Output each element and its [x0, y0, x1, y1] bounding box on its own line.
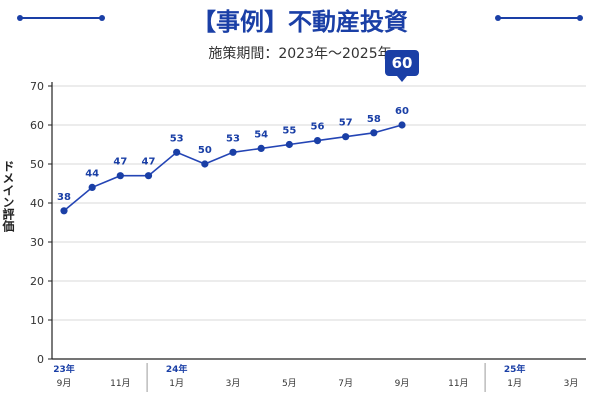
data-label: 60 — [395, 106, 409, 117]
y-tick-label: 70 — [30, 80, 44, 93]
data-point — [144, 172, 153, 180]
data-label: 44 — [85, 168, 99, 179]
x-tick-label: 7月 — [338, 378, 353, 389]
chart-subtitle: 施策期間：2023年〜2025年 — [208, 45, 391, 62]
callout-bubble — [385, 50, 419, 76]
y-tick-label: 20 — [30, 275, 44, 288]
data-point — [342, 133, 350, 141]
data-label: 50 — [198, 145, 212, 156]
x-year-label: 24年 — [166, 363, 188, 375]
data-label: 53 — [170, 133, 184, 144]
callout-pointer — [397, 76, 407, 82]
data-point — [173, 148, 181, 156]
header-decoration-right — [495, 15, 583, 21]
chart-title: 【事例】不動産投資 — [192, 8, 408, 36]
x-tick-label: 3月 — [226, 378, 241, 389]
y-tick-label: 10 — [30, 314, 44, 327]
data-label: 53 — [226, 133, 240, 144]
header-decoration-left — [17, 15, 105, 21]
y-tick-label: 30 — [30, 236, 44, 249]
data-point — [285, 140, 293, 149]
x-tick-label: 9月 — [57, 378, 72, 389]
data-point — [313, 137, 322, 145]
y-tick-label: 0 — [37, 353, 44, 366]
x-tick-label: 5月 — [282, 378, 297, 389]
y-tick-label: 50 — [30, 158, 44, 171]
data-label: 57 — [339, 118, 353, 129]
data-label: 55 — [282, 126, 296, 137]
callout-label: 60 — [392, 54, 413, 72]
data-label: 47 — [113, 157, 127, 168]
y-tick-label: 40 — [30, 197, 44, 210]
data-label: 47 — [142, 157, 156, 168]
x-year-label: 25年 — [504, 363, 526, 375]
x-year-label: 23年 — [53, 363, 75, 375]
x-tick-label: 1月 — [507, 378, 522, 389]
data-label: 54 — [254, 129, 268, 140]
data-point — [116, 172, 124, 180]
data-point — [257, 144, 265, 152]
x-tick-label: 1月 — [169, 378, 184, 389]
data-point — [370, 129, 378, 137]
y-tick-label: 60 — [30, 119, 44, 132]
series-layer — [60, 121, 406, 215]
data-point — [201, 160, 209, 168]
data-label: 56 — [311, 122, 325, 133]
x-tick-label: 3月 — [564, 378, 579, 389]
x-tick-label: 11月 — [110, 378, 130, 389]
data-label: 58 — [367, 114, 381, 125]
x-tick-label: 11月 — [448, 378, 468, 389]
data-point — [88, 183, 96, 191]
data-point — [229, 148, 237, 156]
data-point — [60, 207, 68, 215]
axis-layer: 0 10 20 30 40 50 60 70 9月 11月 1月 3月 5月 7月 9月 11月 1月 3月 23年… — [30, 80, 586, 392]
x-tick-label: 9月 — [395, 378, 410, 389]
data-label: 38 — [57, 192, 71, 203]
y-axis-label: ドメイン評価 — [1, 160, 15, 233]
data-point — [398, 121, 406, 129]
label-layer: 38 44 47 47 53 50 53 54 55 56 57 58 60 60 — [57, 50, 419, 203]
grid-layer — [52, 85, 586, 321]
